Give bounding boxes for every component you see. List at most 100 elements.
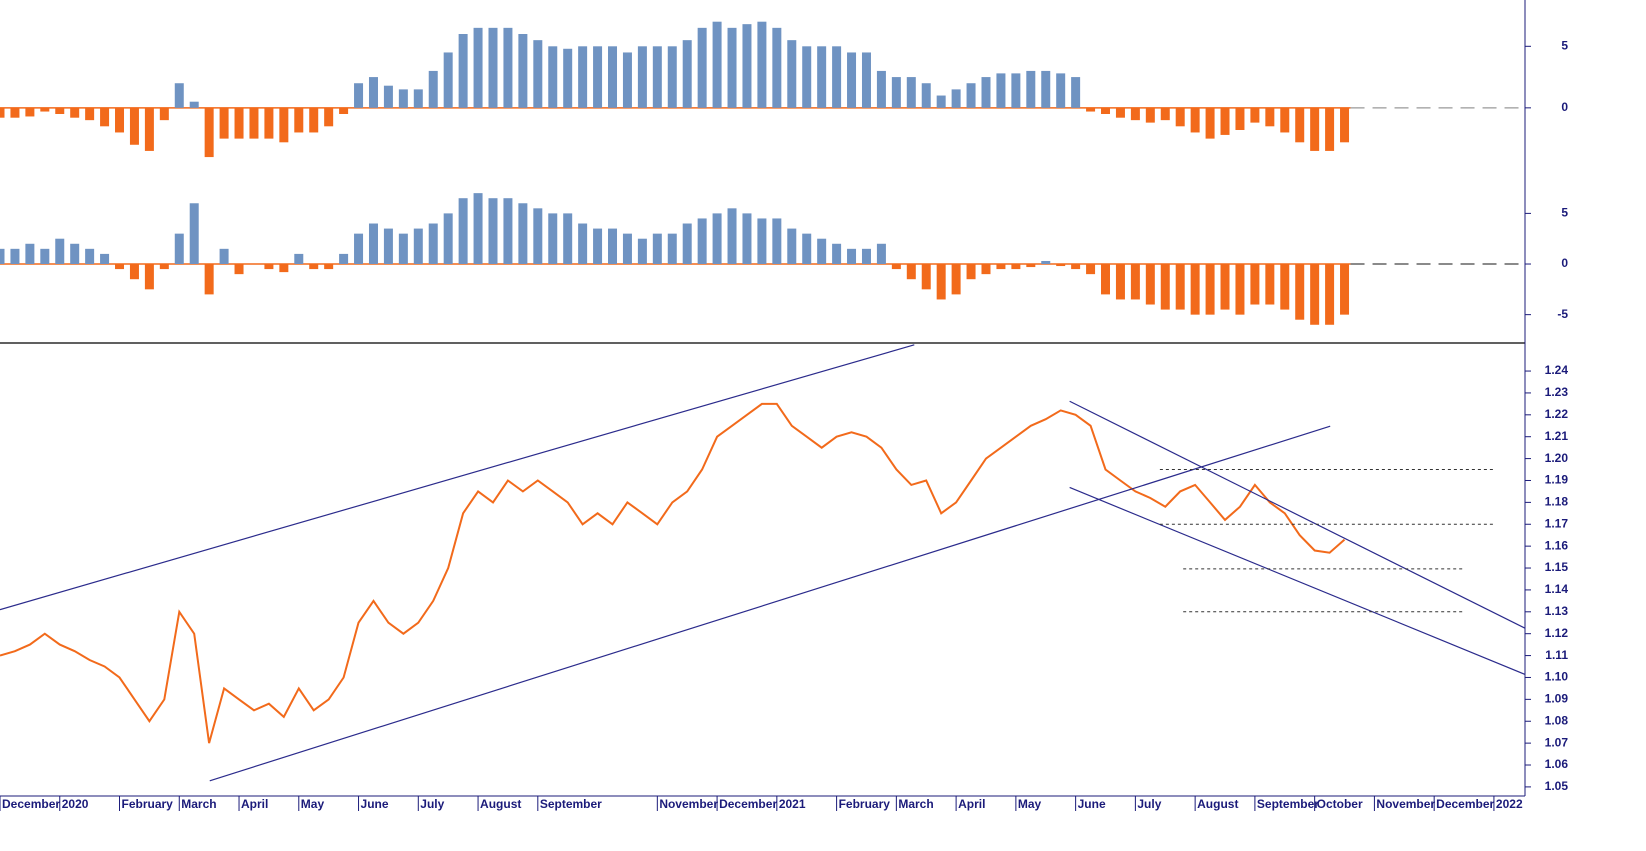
bar: [488, 27, 498, 108]
bar: [847, 52, 857, 108]
bar: [981, 264, 991, 275]
bar: [383, 85, 393, 108]
bar: [129, 107, 139, 145]
x-tick-label: February: [122, 797, 174, 811]
bar: [25, 243, 35, 265]
bar: [368, 77, 378, 108]
bar: [189, 101, 199, 108]
x-tick-label: June: [361, 797, 389, 811]
bar: [578, 223, 588, 265]
bar: [951, 89, 961, 108]
bar: [234, 264, 244, 275]
bar: [1190, 107, 1200, 133]
bar: [578, 46, 588, 108]
bar: [1145, 107, 1155, 123]
bar: [667, 233, 677, 265]
bar: [742, 213, 752, 265]
bar: [294, 253, 304, 265]
bar: [518, 34, 528, 108]
bar: [1265, 264, 1275, 305]
bar: [129, 264, 139, 280]
y-tick-label: 5: [1561, 206, 1568, 220]
bar: [608, 46, 618, 108]
bar: [757, 21, 767, 108]
bar: [458, 34, 468, 108]
bar: [1220, 264, 1230, 310]
bar: [1086, 107, 1096, 112]
bar: [1011, 73, 1021, 108]
x-tick-label: 2021: [779, 797, 806, 811]
bar: [1160, 264, 1170, 310]
x-tick-label: 2020: [62, 797, 89, 811]
bar: [861, 248, 871, 265]
bar: [0, 248, 5, 265]
bar: [503, 198, 513, 265]
x-tick-label: April: [958, 797, 985, 811]
bar: [488, 198, 498, 265]
bar: [354, 83, 364, 108]
bar: [443, 52, 453, 108]
x-tick-label: March: [181, 797, 216, 811]
bar: [1280, 264, 1290, 310]
bar: [159, 107, 169, 121]
bar: [1086, 264, 1096, 275]
bar: [876, 243, 886, 265]
bar: [652, 46, 662, 108]
y-tick-label: 1.17: [1545, 516, 1569, 530]
x-tick-label: September: [1257, 797, 1319, 811]
bar: [1310, 264, 1320, 325]
bar: [85, 248, 95, 265]
x-tick-label: June: [1078, 797, 1106, 811]
bar: [876, 70, 886, 108]
bar: [204, 107, 214, 158]
bar: [40, 248, 50, 265]
bar: [1220, 107, 1230, 135]
y-tick-label: 5: [1561, 38, 1568, 52]
trend-line: [0, 344, 915, 611]
y-tick-label: 1.10: [1545, 670, 1569, 684]
y-tick-label: 1.23: [1545, 385, 1569, 399]
bar: [518, 203, 528, 265]
x-tick-label: August: [1197, 797, 1238, 811]
bar: [100, 107, 110, 127]
bar: [832, 46, 842, 108]
bar: [279, 107, 289, 143]
bar: [1205, 264, 1215, 315]
y-tick-label: 1.14: [1545, 582, 1569, 596]
bar: [697, 218, 707, 265]
price-line: [0, 402, 1346, 744]
bar: [1026, 70, 1036, 108]
bar: [55, 238, 65, 265]
bar: [1250, 107, 1260, 123]
bar: [996, 264, 1006, 270]
y-tick-label: 1.06: [1545, 757, 1569, 771]
bar: [1026, 264, 1036, 268]
bar: [324, 264, 334, 270]
bar: [906, 264, 916, 280]
x-tick-label: July: [1137, 797, 1161, 811]
bar: [428, 70, 438, 108]
bar: [817, 238, 827, 265]
bar: [817, 46, 827, 108]
bar: [1265, 107, 1275, 127]
bar: [294, 107, 304, 133]
bar: [563, 48, 573, 108]
bar: [936, 264, 946, 300]
bar: [219, 107, 229, 139]
y-tick-label: 1.11: [1545, 648, 1568, 662]
bar: [1101, 107, 1111, 114]
bar: [70, 107, 80, 118]
x-tick-label: August: [480, 797, 521, 811]
bar: [533, 40, 543, 108]
bar: [996, 73, 1006, 108]
bar: [144, 264, 154, 290]
x-tick-label: December: [1436, 797, 1494, 811]
bar: [608, 228, 618, 265]
bar: [70, 243, 80, 265]
bar: [802, 233, 812, 265]
bar: [398, 233, 408, 265]
bar: [458, 198, 468, 265]
bar: [1130, 264, 1140, 300]
bar: [682, 223, 692, 265]
